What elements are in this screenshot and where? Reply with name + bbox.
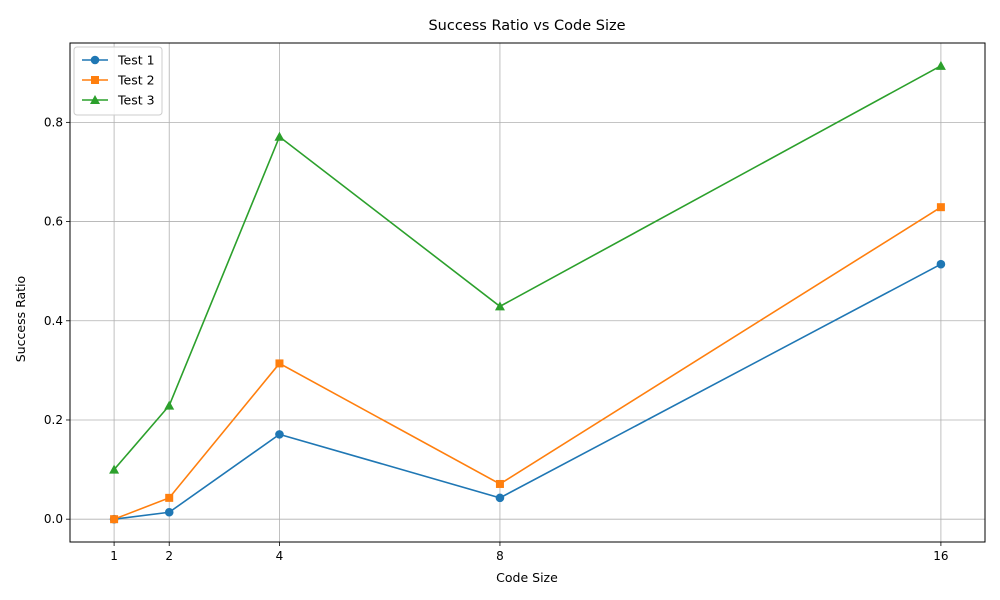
data-point — [275, 359, 284, 368]
data-point — [275, 430, 284, 439]
data-point — [110, 515, 119, 524]
legend-label: Test 3 — [117, 93, 155, 108]
y-tick-label: 0.6 — [44, 215, 63, 229]
x-axis-ticks: 1 2 4 8 16 — [110, 542, 949, 563]
legend: Test 1 Test 2 Test 3 — [73, 46, 163, 116]
data-point — [109, 464, 120, 474]
data-point — [274, 131, 285, 141]
data-point — [935, 60, 946, 70]
x-tick-label: 2 — [165, 549, 173, 563]
y-axis-ticks: 0.0 0.2 0.4 0.6 0.8 — [44, 115, 70, 526]
chart-title: Success Ratio vs Code Size — [428, 18, 625, 34]
data-point — [164, 400, 175, 410]
data-point — [164, 507, 174, 517]
data-point — [495, 493, 505, 503]
x-tick-label: 8 — [496, 549, 504, 563]
legend-label: Test 1 — [117, 53, 155, 68]
y-axis-label: Success Ratio — [13, 276, 28, 362]
x-tick-label: 1 — [110, 549, 118, 563]
data-point — [936, 259, 946, 269]
legend-label: Test 2 — [117, 73, 155, 88]
plot-frame — [69, 42, 986, 543]
y-tick-label: 0.8 — [44, 115, 63, 129]
series-layer — [109, 60, 946, 524]
y-tick-label: 0.4 — [44, 314, 63, 328]
legend-item: Test 3 — [82, 93, 155, 108]
data-point — [165, 493, 174, 502]
legend-item: Test 2 — [82, 73, 155, 88]
data-point — [936, 203, 945, 212]
grid — [70, 43, 985, 542]
series-2 — [110, 203, 945, 524]
y-tick-label: 0.0 — [44, 512, 63, 526]
series-3 — [109, 60, 946, 474]
series-1 — [109, 259, 946, 524]
x-axis-label: Code Size — [496, 570, 558, 585]
legend-marker — [91, 76, 99, 84]
data-point — [494, 301, 505, 311]
x-tick-label: 16 — [933, 549, 948, 563]
legend-marker — [90, 95, 100, 104]
x-tick-label: 4 — [276, 549, 284, 563]
legend-marker — [90, 55, 100, 65]
y-tick-label: 0.2 — [44, 413, 63, 427]
legend-item: Test 1 — [82, 53, 155, 68]
data-point — [495, 479, 504, 488]
